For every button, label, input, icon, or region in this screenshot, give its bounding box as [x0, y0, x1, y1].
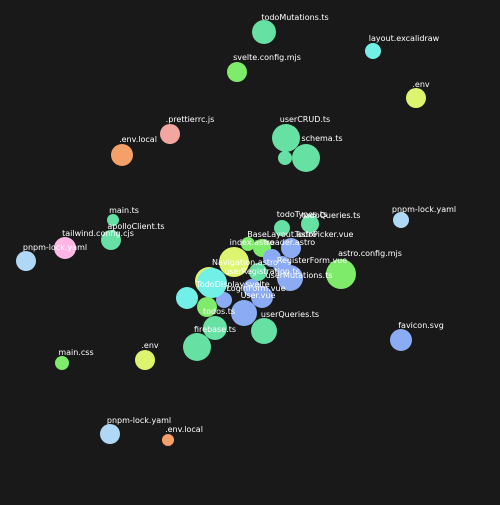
- graph-node-label-BaseLayout: BaseLayout.astro: [247, 230, 317, 239]
- graph-node-env-2[interactable]: [135, 350, 155, 370]
- graph-node-TodoPicker[interactable]: [281, 238, 301, 258]
- graph-node-label-schema: schema.ts: [301, 134, 342, 143]
- graph-node-label-Navigation-astro: Navigation.astro: [212, 258, 278, 267]
- graph-node-label-TodoPicker: TodoPicker.vue: [294, 230, 354, 239]
- graph-node-label-svelte-config: svelte.config.mjs: [233, 53, 301, 62]
- graph-node-tailwind-config[interactable]: [54, 237, 76, 259]
- graph-node-userRegistration[interactable]: [249, 263, 267, 281]
- graph-node-label-env-local-2: .env.local: [165, 425, 203, 434]
- graph-node-label-env-1: .env: [412, 80, 430, 89]
- graph-node-label-LoginForm: LoginForm.vue: [226, 284, 285, 293]
- graph-node-astro-config[interactable]: [326, 259, 356, 289]
- graph-node-svelte-config[interactable]: [227, 62, 247, 82]
- graph-node-Navigation-astro[interactable]: [219, 247, 249, 277]
- graph-node-label-env-2: .env: [141, 341, 159, 350]
- graph-node-apolloClient[interactable]: [101, 230, 121, 250]
- graph-node-label-userMutations: userMutations.ts: [266, 271, 333, 280]
- graph-node-firebase-small[interactable]: [183, 333, 211, 361]
- graph-node-label-pnpm-lock-1: pnpm-lock.yaml: [392, 205, 456, 214]
- graph-node-label-TodoDisplay: TodoDisplay.svelte: [195, 280, 269, 289]
- graph-node-label-userQueries: userQueries.ts: [261, 310, 319, 319]
- graph-node-label-tailwind-config: tailwind.config.cjs: [62, 229, 134, 238]
- graph-node-favicon[interactable]: [390, 329, 412, 351]
- graph-node-schema[interactable]: [292, 144, 320, 172]
- graph-node-label-prettierrc: .prettierrc.js: [166, 115, 215, 124]
- graph-node-env-local-2[interactable]: [162, 434, 174, 446]
- graph-node-extra-2[interactable]: [216, 292, 232, 308]
- graph-node-label-main-ts: main.ts: [109, 206, 139, 215]
- graph-node-layout-excalidraw[interactable]: [365, 43, 381, 59]
- graph-node-userMutations[interactable]: [277, 265, 303, 291]
- graph-node-userCRUD[interactable]: [272, 124, 300, 152]
- graph-node-label-userCRUD: userCRUD.ts: [280, 115, 330, 124]
- graph-node-firebase-ts[interactable]: [203, 316, 227, 340]
- graph-node-User-vue[interactable]: [251, 286, 273, 308]
- graph-node-env-1[interactable]: [406, 88, 426, 108]
- graph-node-label-favicon: favicon.svg: [398, 321, 444, 330]
- graph-node-label-todoQueries: todoQueries.ts: [302, 211, 361, 220]
- graph-node-label-RegisterForm: RegisterForm.vue: [277, 256, 347, 265]
- graph-node-pnpm-lock-1[interactable]: [393, 212, 409, 228]
- graph-node-label-todoMutations: todoMutations.ts: [261, 13, 328, 22]
- graph-node-label-todoTypes: todoTypes.ts: [277, 210, 327, 219]
- graph-node-index-astro[interactable]: [241, 237, 255, 251]
- graph-node-label-userRegistration: userRegistration.ts: [224, 267, 300, 276]
- nodes-layer: [16, 20, 426, 446]
- graph-node-pnpm-lock-2[interactable]: [16, 251, 36, 271]
- graph-node-label-index-astro: index.astro: [230, 238, 275, 247]
- graph-node-label-firebase-ts: firebase.ts: [194, 325, 236, 334]
- graph-node-env-local-1[interactable]: [111, 144, 133, 166]
- graph-node-label-header-astro: header.astro: [265, 238, 315, 247]
- graph-node-extra-0[interactable]: [176, 287, 198, 309]
- graph-node-label-astro-config: astro.config.mjs: [338, 249, 402, 258]
- graph-node-label-User-vue: User.vue: [241, 291, 276, 300]
- graph-node-schema-small[interactable]: [278, 151, 292, 165]
- graph-node-label-apolloClient: apolloClient.ts: [107, 222, 164, 231]
- graph-node-label-todos-ts: todos.ts: [203, 307, 235, 316]
- graph-node-todoMutations[interactable]: [252, 20, 276, 44]
- graph-node-todoTypes[interactable]: [274, 220, 290, 236]
- graph-node-pnpm-lock-3[interactable]: [100, 424, 120, 444]
- graph-node-main-ts[interactable]: [107, 214, 119, 226]
- graph-node-label-main-css: main.css: [58, 348, 93, 357]
- graph-node-label-pnpm-lock-3: pnpm-lock.yaml: [107, 416, 171, 425]
- graph-node-userQueries[interactable]: [251, 318, 277, 344]
- graph-node-label-pnpm-lock-2: pnpm-lock.yaml: [23, 243, 87, 252]
- graph-node-label-env-local-1: .env.local: [119, 135, 157, 144]
- graph-node-main-css[interactable]: [55, 356, 69, 370]
- labels-layer: todoMutations.ts layout.excalidraw svelte.…: [23, 13, 456, 434]
- graph-node-label-layout-excalidraw: layout.excalidraw: [369, 34, 440, 43]
- graph-node-todos-ts[interactable]: [197, 297, 217, 317]
- graph-node-extra-1[interactable]: [231, 300, 257, 326]
- graph-node-TodoDisplay[interactable]: [197, 268, 227, 298]
- graph-node-todoQueries[interactable]: [301, 215, 319, 233]
- graph-node-prettierrc[interactable]: [160, 124, 180, 144]
